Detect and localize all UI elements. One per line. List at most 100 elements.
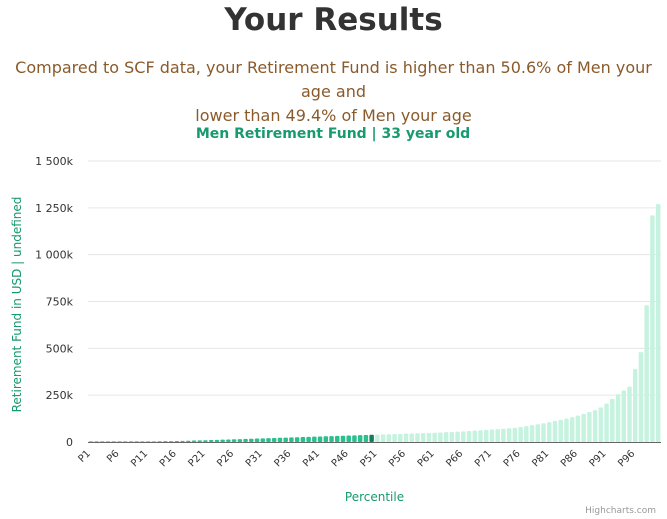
bar[interactable] — [117, 441, 122, 442]
bar[interactable] — [512, 427, 518, 442]
bar[interactable] — [237, 439, 243, 442]
bar[interactable] — [604, 403, 609, 442]
bar[interactable] — [426, 432, 432, 442]
bar[interactable] — [174, 440, 180, 442]
bar[interactable] — [249, 438, 254, 442]
bar[interactable] — [592, 410, 598, 442]
bar[interactable] — [529, 425, 535, 442]
bar[interactable] — [632, 368, 638, 442]
bar[interactable] — [558, 419, 563, 442]
bar[interactable] — [88, 441, 94, 442]
bar[interactable] — [208, 440, 214, 442]
bar[interactable] — [587, 412, 592, 442]
bar[interactable] — [638, 352, 644, 442]
bar[interactable] — [306, 436, 311, 442]
bar[interactable] — [186, 440, 191, 442]
bar[interactable] — [283, 437, 288, 442]
bar[interactable] — [203, 440, 208, 442]
bar[interactable] — [466, 430, 472, 442]
bar[interactable] — [340, 435, 346, 442]
bar[interactable] — [220, 439, 225, 442]
bar[interactable] — [323, 436, 329, 442]
bar[interactable] — [357, 435, 363, 442]
bar[interactable] — [145, 441, 151, 442]
bar[interactable] — [598, 407, 604, 442]
bar[interactable] — [100, 441, 105, 442]
bar[interactable] — [472, 430, 478, 442]
bar[interactable] — [312, 436, 317, 442]
bar[interactable] — [409, 433, 414, 442]
bar[interactable] — [535, 424, 541, 442]
bar[interactable] — [461, 431, 466, 442]
bar[interactable] — [157, 441, 162, 442]
bar[interactable] — [231, 439, 237, 442]
bar[interactable] — [610, 398, 615, 442]
bar[interactable] — [317, 436, 323, 442]
bar[interactable] — [552, 421, 558, 442]
bar[interactable] — [226, 439, 231, 442]
bar[interactable] — [134, 441, 139, 442]
bar[interactable] — [335, 435, 340, 442]
bar[interactable] — [260, 438, 265, 442]
bar[interactable] — [191, 440, 197, 442]
bar[interactable] — [569, 417, 575, 442]
bar[interactable] — [214, 439, 220, 442]
bar[interactable] — [289, 437, 294, 442]
bar[interactable] — [111, 441, 117, 442]
bar[interactable] — [151, 441, 157, 442]
bar[interactable] — [575, 415, 581, 442]
bar[interactable] — [650, 215, 655, 442]
bar[interactable] — [443, 432, 449, 442]
bar[interactable] — [541, 423, 546, 442]
bar[interactable] — [94, 441, 99, 442]
bar[interactable] — [163, 441, 168, 442]
bar[interactable] — [621, 390, 626, 442]
bar[interactable] — [501, 428, 506, 442]
bar[interactable] — [168, 441, 174, 442]
bar[interactable] — [243, 438, 248, 442]
bar[interactable] — [495, 429, 500, 442]
bar[interactable] — [581, 413, 586, 442]
bar[interactable] — [363, 434, 369, 442]
bar[interactable] — [277, 437, 283, 442]
bar[interactable] — [105, 441, 111, 442]
bar[interactable] — [506, 428, 512, 442]
bar[interactable] — [398, 433, 403, 442]
bar[interactable] — [346, 435, 351, 442]
bar[interactable] — [449, 431, 455, 442]
bar[interactable] — [415, 433, 420, 442]
bar[interactable] — [380, 434, 386, 442]
bar[interactable] — [627, 386, 632, 442]
bar[interactable] — [524, 426, 529, 442]
bar-series[interactable] — [88, 204, 661, 442]
bar[interactable] — [438, 432, 443, 442]
bar[interactable] — [254, 438, 260, 442]
bar[interactable] — [489, 429, 495, 442]
bar[interactable] — [128, 441, 134, 442]
bar[interactable] — [140, 441, 145, 442]
bar[interactable] — [197, 440, 202, 442]
bar[interactable] — [300, 437, 306, 442]
bar[interactable] — [271, 437, 277, 442]
bar[interactable] — [180, 440, 185, 442]
bar[interactable] — [432, 432, 437, 442]
bar[interactable] — [123, 441, 128, 442]
bar[interactable] — [484, 429, 489, 442]
bar[interactable] — [615, 394, 621, 442]
bar[interactable] — [455, 431, 460, 442]
bar[interactable] — [478, 430, 483, 442]
bar[interactable] — [420, 433, 426, 442]
bar[interactable] — [386, 434, 392, 442]
bar[interactable] — [294, 437, 300, 442]
bar[interactable] — [375, 434, 380, 442]
bar[interactable] — [329, 436, 334, 442]
bar[interactable] — [564, 418, 569, 442]
bar[interactable] — [655, 204, 661, 442]
bar[interactable] — [547, 422, 552, 442]
bar[interactable] — [392, 434, 397, 442]
highcharts-credit-link[interactable]: Highcharts.com — [585, 506, 656, 516]
bar[interactable] — [403, 433, 409, 442]
bar[interactable] — [352, 435, 357, 442]
bar[interactable] — [518, 427, 523, 442]
bar[interactable] — [266, 438, 271, 442]
